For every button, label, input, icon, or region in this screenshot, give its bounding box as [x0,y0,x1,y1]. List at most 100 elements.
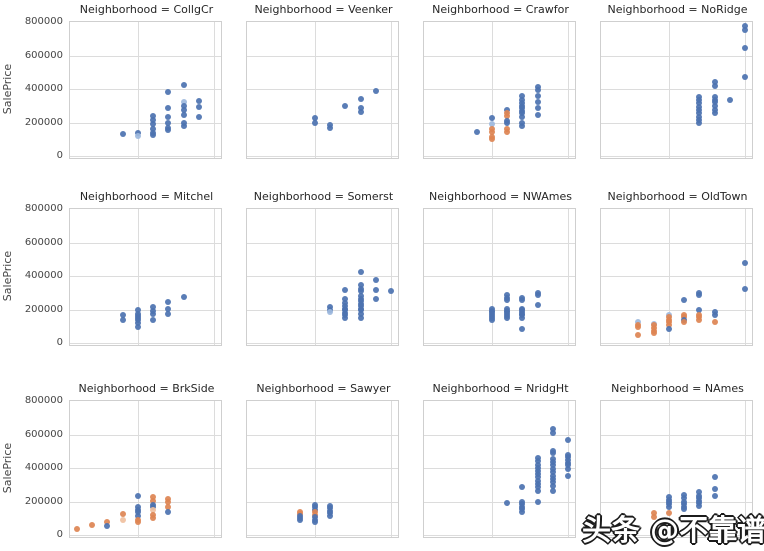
facet-title: Neighborhood = NridgHt [432,382,569,395]
data-point [711,311,718,318]
h-gridline [601,468,752,469]
facet-panel-NAmes: Neighborhood = NAmes [600,382,753,538]
data-point [711,110,718,117]
data-point [635,332,642,339]
data-point [742,74,749,81]
data-point [165,88,172,95]
facet-title: Neighborhood = Somerst [253,190,394,203]
data-point [549,475,556,482]
facet-title: Neighborhood = Sawyer [256,382,391,395]
data-point [150,126,157,133]
data-point [681,495,688,502]
data-point [134,493,141,500]
data-point [711,474,718,481]
data-point [650,514,657,521]
data-point [180,106,187,113]
data-point [357,282,364,289]
h-gridline [601,89,752,90]
data-point [150,116,157,123]
v-gridline [137,22,139,158]
data-point [180,122,187,129]
data-point [534,480,541,487]
data-point [165,504,172,511]
h-gridline [601,343,752,344]
data-point [696,106,703,113]
facet-panel-Somerst: Neighborhood = Somerst [246,190,399,346]
h-gridline [424,434,575,436]
watermark: 头条 @不靠谱的猫 [582,513,764,547]
data-point [180,99,187,106]
data-point [195,97,202,104]
data-point [665,509,672,516]
data-point [519,509,526,516]
data-point [742,23,749,30]
data-point [696,119,703,126]
facet-panel-Mitchel: Neighborhood = Mitchel [69,190,222,346]
facet-title: Neighborhood = OldTown [607,190,748,203]
v-gridline [668,401,670,537]
data-point [150,121,157,128]
data-point [327,124,334,131]
data-point [565,465,572,472]
data-point [742,285,749,292]
h-gridline [70,55,221,57]
data-point [134,132,141,139]
data-point [180,119,187,126]
data-point [311,120,318,127]
data-point [165,305,172,312]
data-point [549,450,556,457]
data-point [711,319,718,326]
data-point [534,487,541,494]
h-gridline [247,468,398,469]
facet-title: Neighborhood = NWAmes [429,190,572,203]
data-point [534,467,541,474]
data-point [327,512,334,519]
data-point [195,104,202,111]
data-point [534,470,541,477]
h-gridline [70,276,221,277]
data-point [504,500,511,507]
data-point [549,426,556,433]
v-gridline [314,401,316,537]
data-point [726,96,733,103]
y-tick-label: 800000 [24,203,63,214]
data-point [488,121,495,128]
data-point [549,479,556,486]
data-point [519,297,526,304]
data-point [565,472,572,479]
data-point [549,482,556,489]
data-point [534,98,541,105]
data-point [504,120,511,127]
h-gridline [247,89,398,90]
data-point [711,106,718,113]
data-point [534,105,541,112]
facet-panel-Veenker: Neighborhood = Veenker [246,3,399,159]
data-point [134,324,141,331]
data-point [342,287,349,294]
data-point [565,436,572,443]
v-gridline [314,209,316,345]
facet-panel-OldTown: Neighborhood = OldTown [600,190,753,346]
data-point [519,314,526,321]
data-point [696,113,703,120]
data-point [165,105,172,112]
h-gridline [247,309,398,311]
data-point [519,506,526,513]
data-point [519,325,526,332]
data-point [696,316,703,323]
data-point [327,303,334,310]
v-gridline [745,22,747,158]
h-gridline [424,309,575,311]
data-point [134,518,141,525]
data-point [534,484,541,491]
data-point [296,517,303,524]
data-point [119,316,126,323]
facet-panel-NWAmes: Neighborhood = NWAmes [423,190,576,346]
data-point [650,329,657,336]
v-gridline [745,209,747,345]
data-point [504,128,511,135]
y-tick-label: 600000 [24,236,63,248]
y-tick-label: 0 [56,337,63,348]
facet-panel-Crawfor: Neighborhood = Crawfor [423,3,576,159]
